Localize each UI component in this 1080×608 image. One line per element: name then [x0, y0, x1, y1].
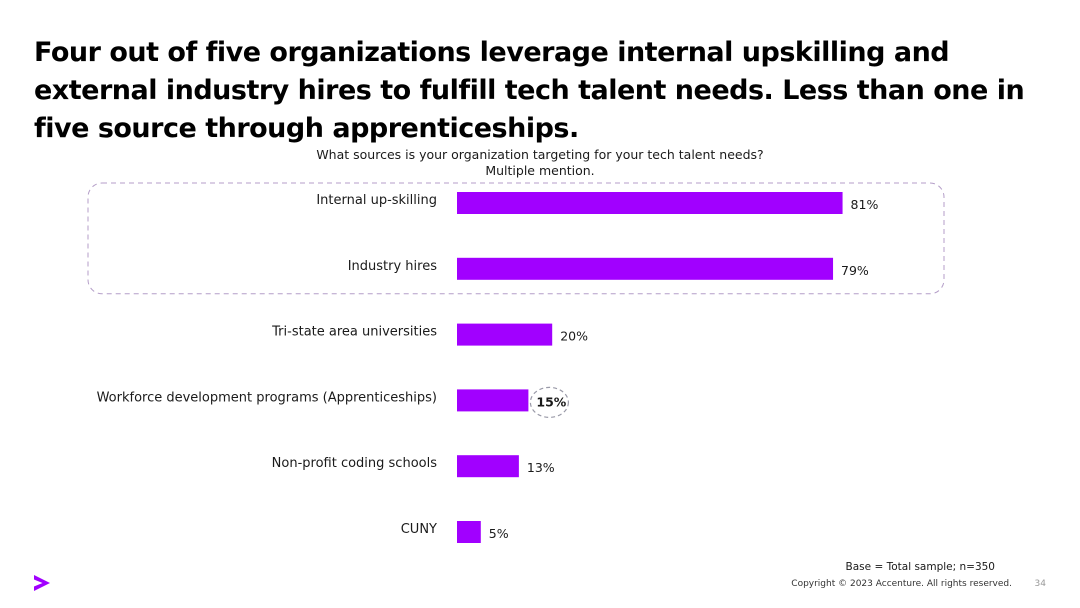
- category-label: CUNY: [401, 522, 437, 537]
- bar: [457, 455, 519, 478]
- page-title: Four out of five organizations leverage …: [34, 37, 1025, 144]
- question-text: What sources is your organization target…: [316, 147, 764, 162]
- bar: [457, 389, 529, 412]
- category-label: Industry hires: [348, 259, 438, 274]
- copyright-text: Copyright © 2023 Accenture. All rights r…: [791, 579, 1012, 589]
- category-label: Internal up-skilling: [316, 193, 437, 208]
- bar-chart: Internal up-skilling 81% Industry hires 79%…: [87, 182, 945, 543]
- bar: [457, 521, 481, 543]
- bar: [457, 323, 553, 346]
- chart-question: What sources is your organization target…: [240, 147, 840, 179]
- base-note: Base = Total sample; n=350: [845, 561, 995, 573]
- highlight-group-outline: [87, 182, 945, 295]
- value-label: 81%: [851, 197, 879, 212]
- page-number: 34: [1034, 579, 1046, 589]
- question-note: Multiple mention.: [485, 163, 595, 178]
- accenture-greater-than-icon: [34, 575, 50, 591]
- value-label: 79%: [841, 263, 869, 278]
- bar: [457, 257, 834, 280]
- value-label: 15%: [536, 394, 566, 409]
- bar: [457, 192, 843, 214]
- category-label: Non-profit coding schools: [272, 456, 438, 471]
- category-label: Workforce development programs (Apprenti…: [97, 390, 437, 405]
- value-label: 13%: [527, 460, 555, 475]
- category-label: Tri-state area universities: [271, 325, 437, 340]
- value-label: 20%: [560, 329, 588, 344]
- highlight-circle: [529, 386, 570, 418]
- value-label: 5%: [489, 526, 509, 541]
